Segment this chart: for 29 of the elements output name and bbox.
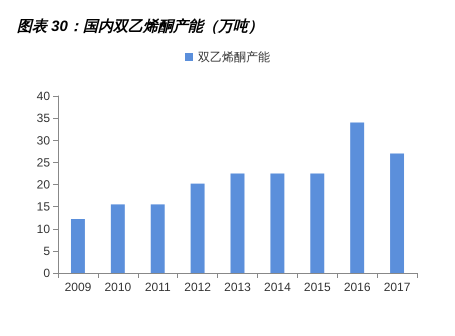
y-tick-label: 20	[36, 178, 50, 192]
bar	[150, 204, 165, 273]
x-tick-label: 2015	[304, 280, 331, 294]
chart-title: 图表 30：国内双乙烯酮产能（万吨）	[17, 17, 263, 35]
bar	[70, 219, 85, 273]
y-tick-label: 35	[36, 111, 50, 126]
x-tick-label: 2016	[344, 280, 371, 294]
y-tick-label: 25	[36, 155, 50, 170]
legend-label: 双乙烯酮产能	[198, 50, 270, 64]
y-tick-label: 0	[43, 266, 50, 280]
bar	[350, 122, 364, 273]
y-tick-label: 40	[36, 89, 50, 103]
bar	[190, 184, 205, 273]
bar	[390, 154, 404, 273]
y-tick-label: 30	[36, 133, 50, 148]
y-tick-label: 15	[36, 200, 50, 214]
x-tick-label: 2009	[64, 280, 92, 294]
x-tick-label: 2012	[184, 280, 212, 294]
x-tick-label: 2010	[104, 280, 132, 294]
y-tick-label: 5	[43, 244, 50, 258]
y-tick-label: 10	[36, 222, 50, 236]
x-tick-label: 2017	[384, 280, 411, 294]
bar	[310, 173, 324, 273]
bar	[270, 173, 284, 273]
bar	[230, 173, 244, 273]
x-tick-label: 2011	[144, 280, 171, 294]
bar	[110, 204, 125, 273]
x-tick-label: 2014	[264, 280, 292, 294]
x-tick-label: 2013	[224, 280, 252, 294]
